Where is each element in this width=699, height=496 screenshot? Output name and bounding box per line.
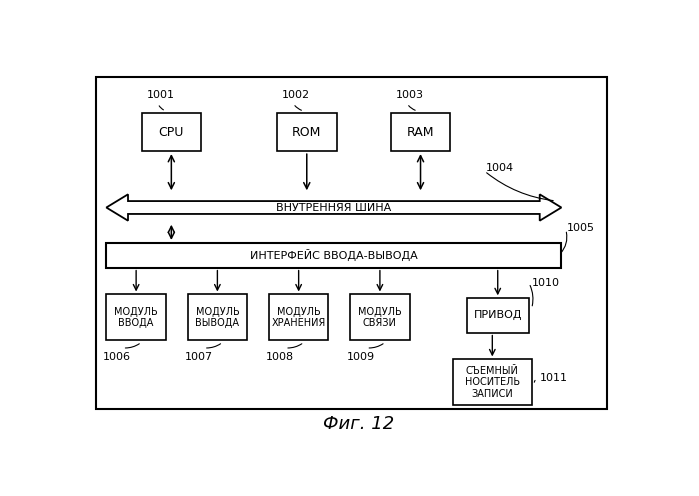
Text: ВНУТРЕННЯЯ ШИНА: ВНУТРЕННЯЯ ШИНА [276,202,391,212]
Text: 1009: 1009 [347,352,375,362]
Text: 1010: 1010 [532,278,560,288]
Text: 1001: 1001 [147,90,175,100]
Polygon shape [106,194,561,221]
Bar [141,113,201,151]
Text: 1006: 1006 [103,352,131,362]
Bar [269,295,329,340]
Text: Фиг. 12: Фиг. 12 [323,415,394,433]
Text: МОДУЛЬ
ХРАНЕНИЯ: МОДУЛЬ ХРАНЕНИЯ [271,307,326,328]
Text: 1011: 1011 [540,373,568,383]
Text: СЪЕМНЫЙ
НОСИТЕЛЬ
ЗАПИСИ: СЪЕМНЫЙ НОСИТЕЛЬ ЗАПИСИ [465,366,520,399]
Text: 1002: 1002 [282,90,310,100]
Text: 1005: 1005 [567,223,595,233]
Text: RAM: RAM [407,125,434,138]
Text: ИНТЕРФЕЙС ВВОДА-ВЫВОДА: ИНТЕРФЕЙС ВВОДА-ВЫВОДА [250,249,418,261]
Bar [467,298,529,333]
Bar [187,295,247,340]
Bar [391,113,450,151]
Bar [453,359,532,405]
Text: 1007: 1007 [185,352,212,362]
Text: ROM: ROM [292,125,322,138]
Text: МОДУЛЬ
ВЫВОДА: МОДУЛЬ ВЫВОДА [196,307,239,328]
Bar [106,243,561,268]
Text: МОДУЛЬ
ВВОДА: МОДУЛЬ ВВОДА [114,307,158,328]
Bar [96,77,607,409]
Text: CPU: CPU [159,125,184,138]
Text: 1003: 1003 [396,90,424,100]
Text: ПРИВОД: ПРИВОД [473,310,522,320]
Text: МОДУЛЬ
СВЯЗИ: МОДУЛЬ СВЯЗИ [358,307,402,328]
Text: 1004: 1004 [486,163,514,174]
Text: 1008: 1008 [266,352,294,362]
Bar [106,295,166,340]
Bar [277,113,337,151]
Bar [350,295,410,340]
